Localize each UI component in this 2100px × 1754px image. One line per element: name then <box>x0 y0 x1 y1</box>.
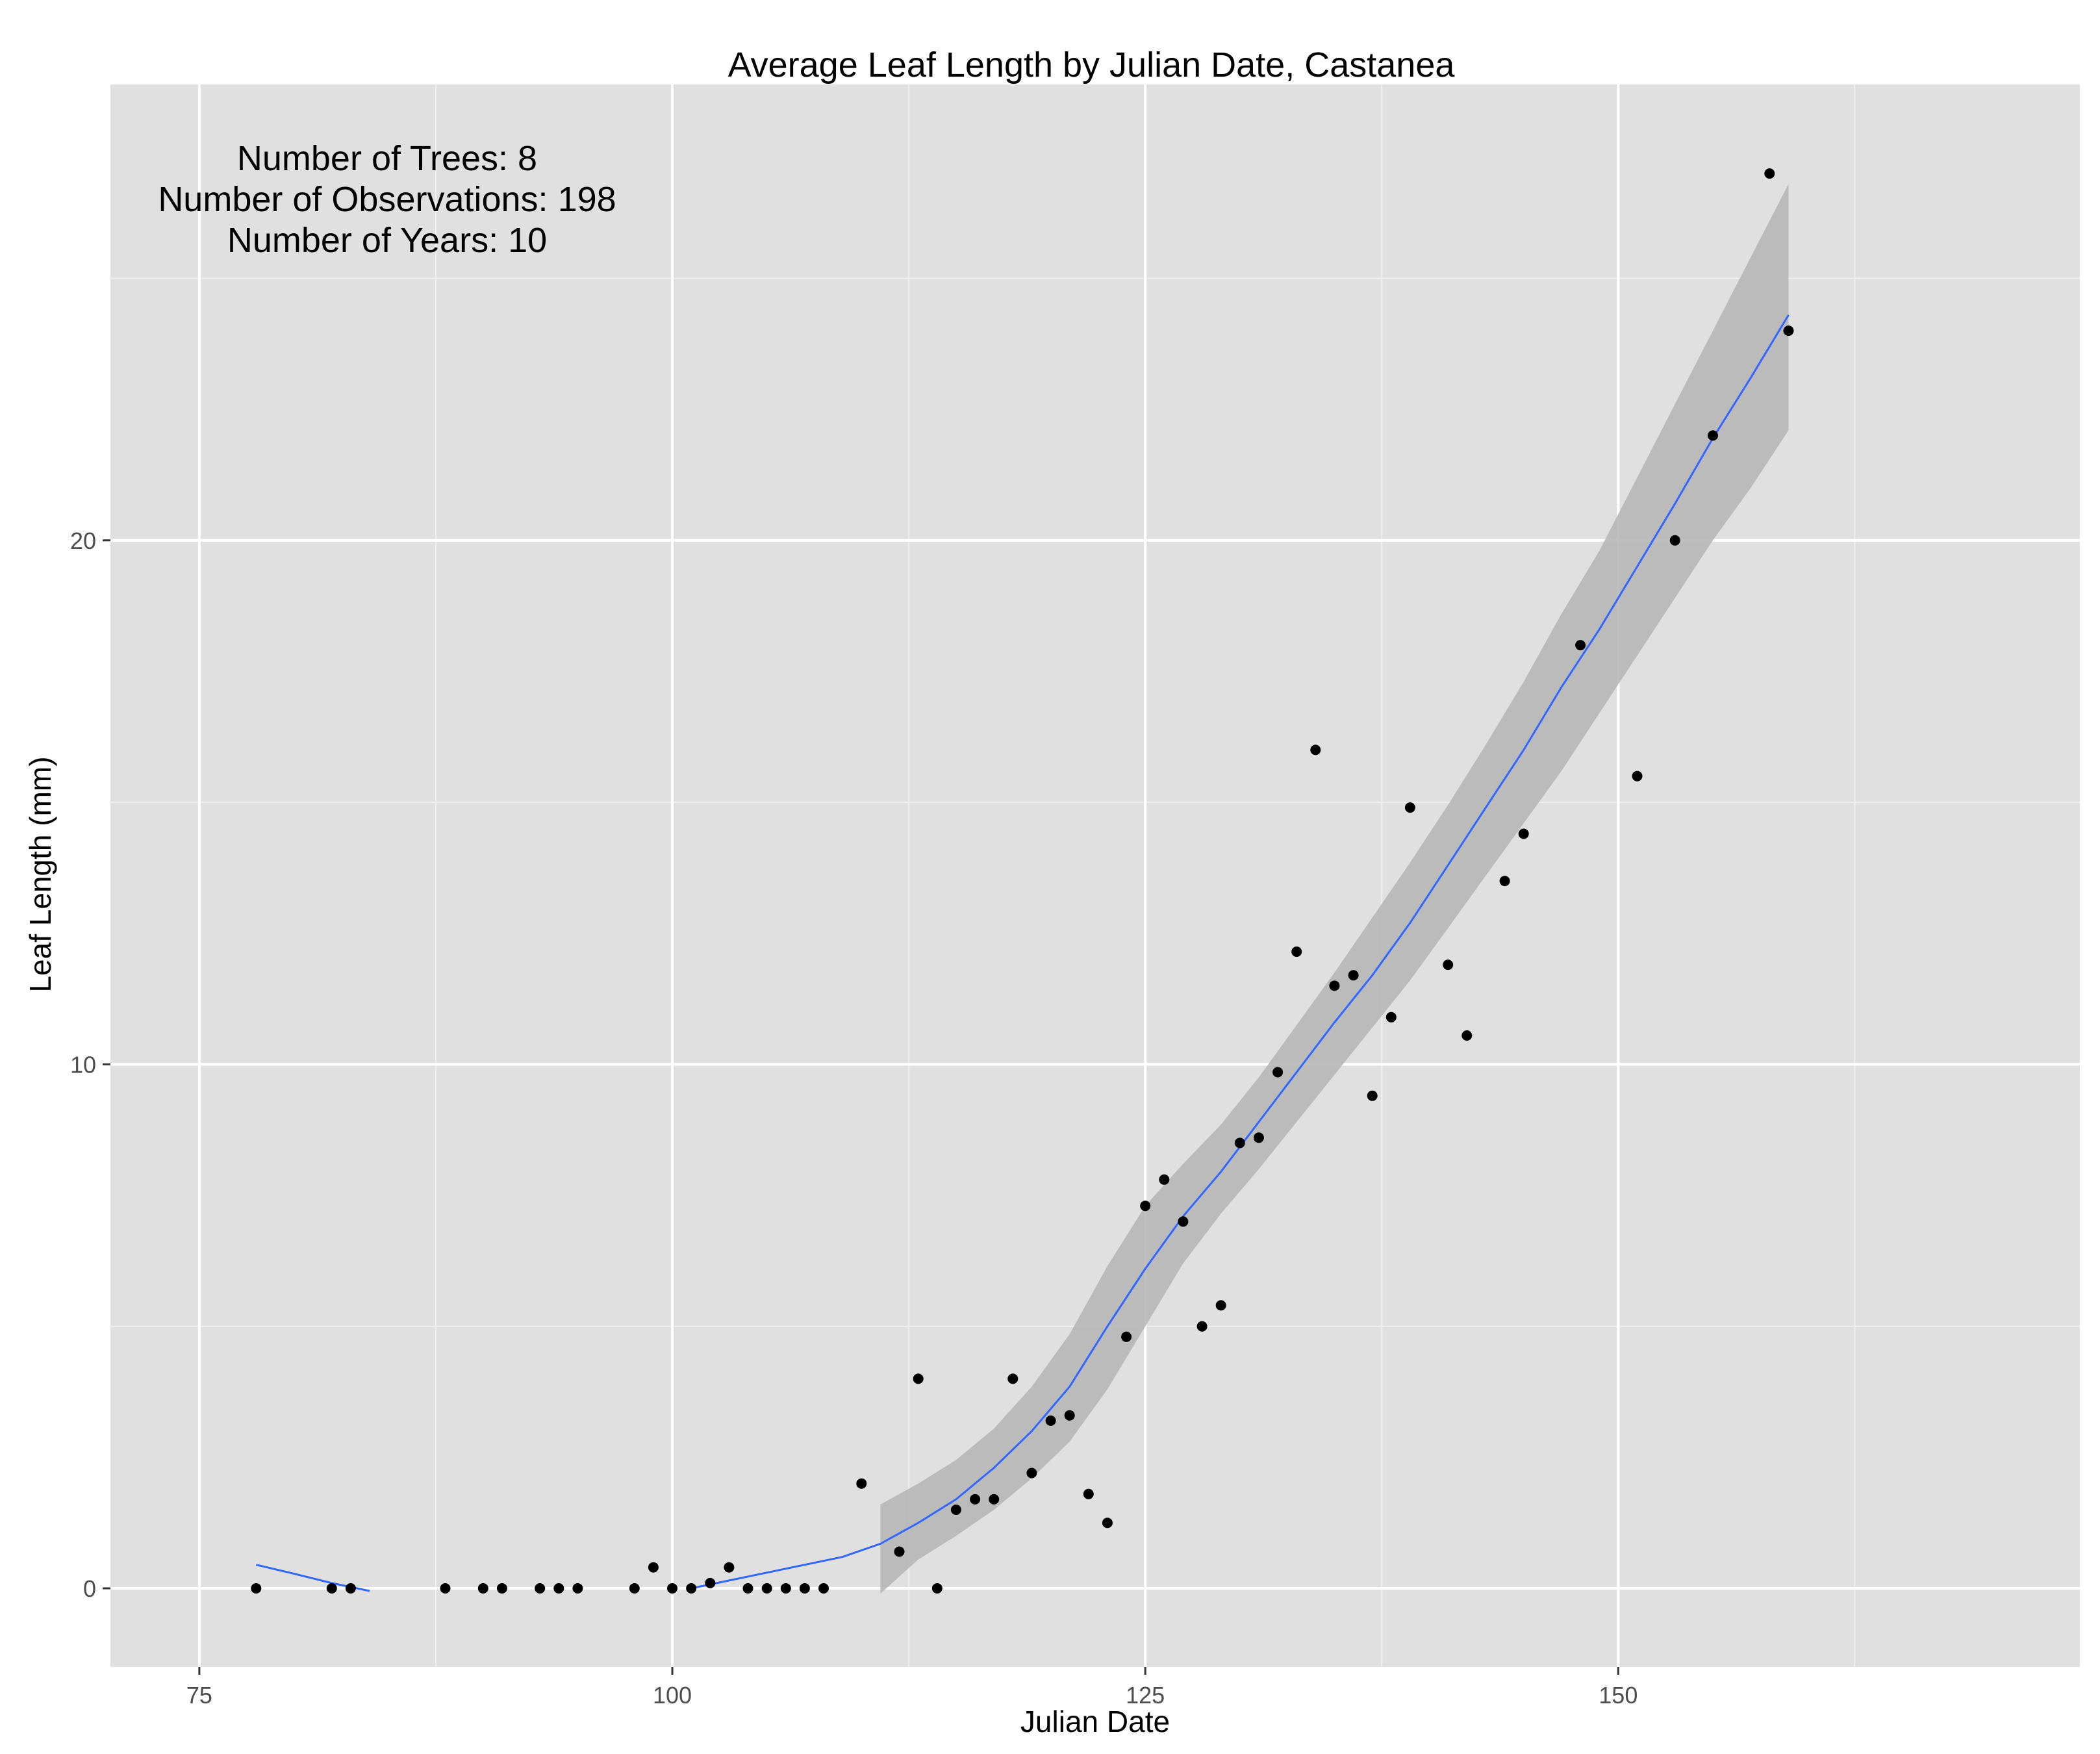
data-points <box>251 168 1794 1594</box>
x-axis-ticks: 75 100 125 150 <box>186 1667 1638 1709</box>
data-point <box>1385 1011 1397 1023</box>
data-point <box>1234 1138 1245 1149</box>
data-point <box>629 1583 640 1594</box>
confidence-band <box>880 184 1789 1594</box>
data-point <box>667 1583 677 1594</box>
y-tick-label: 10 <box>70 1051 96 1078</box>
annotation-observations: Number of Observations: 198 <box>158 180 616 219</box>
data-point <box>970 1493 981 1505</box>
annotation-years: Number of Years: 10 <box>227 221 547 260</box>
data-point <box>913 1373 924 1384</box>
data-point <box>477 1583 488 1594</box>
data-point <box>1159 1174 1170 1185</box>
x-axis-title: Julian Date <box>1020 1705 1170 1738</box>
annotation-block: Number of Trees: 8 Number of Observation… <box>158 139 616 260</box>
data-point <box>1708 430 1718 441</box>
data-point <box>989 1493 1000 1505</box>
data-point <box>1329 980 1340 991</box>
x-tick-label: 150 <box>1599 1682 1638 1709</box>
data-point <box>1215 1300 1226 1311</box>
data-point <box>1045 1415 1056 1426</box>
data-point <box>1196 1321 1208 1332</box>
data-point <box>1575 640 1586 651</box>
y-axis-title: Leaf Length (mm) <box>23 756 57 992</box>
grid-major <box>110 84 2080 1667</box>
data-point <box>1310 744 1321 756</box>
data-point <box>1064 1410 1075 1421</box>
data-point <box>496 1583 507 1594</box>
data-point <box>251 1583 262 1594</box>
data-point <box>686 1583 697 1594</box>
data-point <box>1253 1132 1264 1143</box>
data-point <box>1026 1468 1037 1479</box>
confidence-ribbon <box>880 184 1789 1594</box>
x-tick-label: 125 <box>1126 1682 1165 1709</box>
x-tick-label: 75 <box>186 1682 212 1709</box>
data-point <box>1404 802 1415 813</box>
data-point <box>440 1583 451 1594</box>
data-point <box>761 1583 772 1594</box>
data-point <box>931 1583 942 1594</box>
data-point <box>950 1505 961 1515</box>
data-point <box>1367 1090 1378 1101</box>
data-point <box>1499 876 1510 887</box>
data-point <box>345 1583 356 1594</box>
chart-title: Average Leaf Length by Julian Date, Cast… <box>728 45 1456 84</box>
data-point <box>648 1562 659 1573</box>
data-point <box>1764 168 1775 179</box>
data-point <box>1632 770 1643 782</box>
data-point <box>1178 1216 1189 1227</box>
data-point <box>705 1577 716 1588</box>
data-point <box>1783 325 1794 337</box>
data-point <box>1518 828 1529 839</box>
data-point <box>724 1562 735 1573</box>
annotation-trees: Number of Trees: 8 <box>237 139 537 178</box>
data-point <box>818 1583 829 1594</box>
data-point <box>535 1583 546 1594</box>
x-tick-label: 100 <box>653 1682 692 1709</box>
data-point <box>1669 535 1680 546</box>
y-axis-ticks: 0 10 20 <box>70 527 110 1602</box>
data-point <box>1121 1331 1132 1342</box>
data-point <box>1348 970 1359 981</box>
data-point <box>1083 1488 1094 1499</box>
data-point <box>1443 960 1454 971</box>
data-point <box>799 1583 810 1594</box>
data-point <box>1102 1518 1113 1529</box>
y-tick-label: 0 <box>83 1575 96 1602</box>
data-point <box>780 1583 791 1594</box>
data-point <box>742 1583 753 1594</box>
y-tick-label: 20 <box>70 527 96 554</box>
data-point <box>326 1583 337 1594</box>
data-point <box>1461 1030 1473 1041</box>
data-point <box>553 1583 564 1594</box>
data-point <box>1291 947 1302 957</box>
data-point <box>1140 1201 1151 1212</box>
data-point <box>1272 1067 1284 1078</box>
data-point <box>894 1546 905 1557</box>
data-point <box>1007 1373 1018 1384</box>
data-point <box>856 1478 867 1489</box>
data-point <box>572 1583 583 1594</box>
